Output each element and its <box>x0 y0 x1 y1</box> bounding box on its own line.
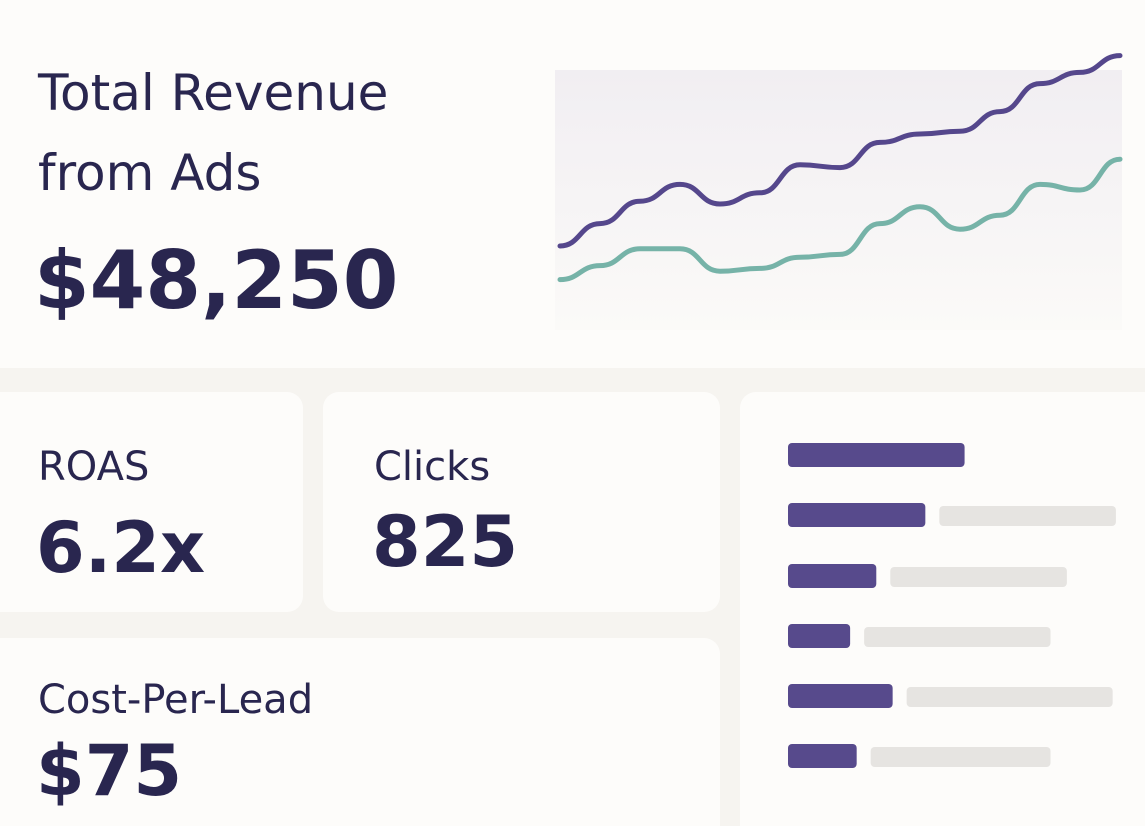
title: from Ads <box>38 144 261 202</box>
bar <box>788 624 851 648</box>
bar <box>788 503 926 527</box>
bar-track <box>870 747 1051 767</box>
metric-value: 825 <box>372 501 518 583</box>
line <box>557 53 1123 249</box>
title: Total Revenue <box>37 64 388 122</box>
metric-label: Cost-Per-Lead <box>38 677 313 723</box>
bar <box>788 564 877 588</box>
metric-label: ROAS <box>38 444 149 490</box>
line <box>557 156 1123 283</box>
metric-value: $75 <box>36 730 182 812</box>
roas-card <box>0 392 303 612</box>
metric-value: 6.2x <box>36 507 205 589</box>
revenue-value: $48,250 <box>34 234 398 327</box>
clicks-card <box>323 392 720 612</box>
bar-track <box>890 567 1067 587</box>
bar-track <box>906 687 1113 707</box>
bar-card <box>740 392 1145 826</box>
bar <box>788 744 857 768</box>
bar <box>788 443 965 467</box>
bar-track <box>864 627 1051 647</box>
bar <box>788 684 893 708</box>
cpl-card <box>0 638 720 826</box>
bar-track <box>939 506 1116 526</box>
metric-label: Clicks <box>374 444 490 490</box>
